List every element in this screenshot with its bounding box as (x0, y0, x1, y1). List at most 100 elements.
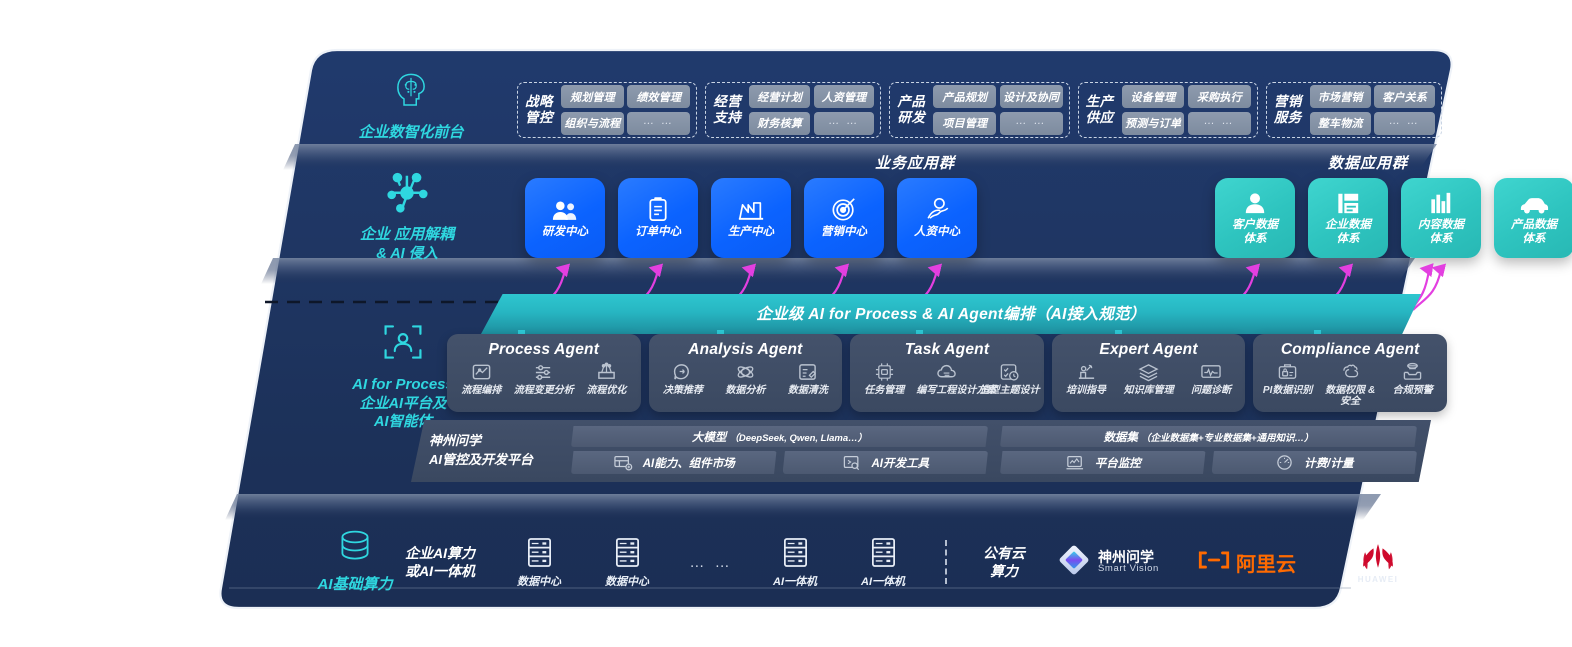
domain-tile[interactable]: 客户关系 (1374, 85, 1436, 109)
app-card-order-center[interactable]: 订单中心 (618, 178, 698, 258)
domain-tile-more[interactable]: … … (1374, 111, 1436, 135)
domain-group-manufacturing[interactable]: 生产 供应 设备管理 采购执行 预测与订单 … … (1077, 82, 1258, 138)
app-card-product-data[interactable]: 产品数据 体系 (1494, 178, 1572, 258)
agent-name: Process Agent (488, 341, 600, 358)
smart-vision-logo-icon (1057, 543, 1091, 582)
domain-group-operations[interactable]: 经营 支持 经营计划 人资管理 财务核算 … … (705, 82, 882, 138)
domain-group-strategy-name: 战略 管控 (525, 93, 553, 125)
agent-function[interactable]: 编写工程设计方案 (916, 361, 997, 396)
agent-function[interactable]: 数据分析 (715, 361, 776, 396)
agent-card-compliance[interactable]: Compliance Agent PI数据识别 (1253, 334, 1447, 412)
agent-card-analysis[interactable]: Analysis Agent 决策推荐 (648, 334, 843, 412)
domain-group-marketing-service-name: 营销 服务 (1273, 93, 1302, 125)
agent-card-expert[interactable]: Expert Agent 培训指导 (1051, 334, 1246, 412)
domain-tile[interactable]: 设备管理 (1121, 85, 1185, 109)
gauge-icon (1275, 454, 1294, 471)
platform-cell-ai-capability-market[interactable]: AI能力、组件市场 (571, 451, 777, 474)
banner-text: 企业级 AI for Process & AI Agent编排（AI接入规范） (756, 306, 1146, 323)
domain-tile[interactable]: 整车物流 (1309, 111, 1371, 135)
ai-orchestration-banner[interactable]: 企业级 AI for Process & AI Agent编排（AI接入规范） (481, 294, 1421, 334)
domain-tile[interactable]: 绩效管理 (627, 85, 691, 109)
domain-group-marketing-service[interactable]: 营销 服务 市场营销 客户关系 整车物流 … … (1265, 82, 1443, 138)
vendor-aliyun[interactable]: 阿里云 (1197, 548, 1335, 577)
platform-cell-ai-dev-tools[interactable]: AI开发工具 (782, 451, 988, 474)
platform-bar-large-models[interactable]: 大模型 （DeepSeek, Qwen, Llama…） (571, 426, 988, 447)
app-card-label: 研发中心 (542, 226, 588, 239)
server-rack-icon (495, 536, 583, 570)
platform-bar-datasets[interactable]: 数据集 （企业数据集+专业数据集+通用知识…） (1000, 426, 1417, 447)
app-card-customer-data[interactable]: 客户数据 体系 (1215, 178, 1295, 258)
agent-function[interactable]: 决策推荐 (653, 361, 714, 396)
domain-tile[interactable]: 经营计划 (749, 85, 811, 109)
app-card-production-center[interactable]: 生产中心 (711, 178, 791, 258)
agent-function[interactable]: 培训指导 (1056, 361, 1117, 396)
platform-cell-monitoring[interactable]: 平台监控 (1000, 451, 1206, 474)
app-card-hr-center[interactable]: 人资中心 (897, 178, 977, 258)
data-clean-icon (778, 361, 839, 383)
agent-function[interactable]: 流程变更分析 (514, 361, 575, 396)
domain-tile[interactable]: 采购执行 (1187, 85, 1251, 109)
app-card-content-data[interactable]: 内容数据 体系 (1401, 178, 1481, 258)
agent-function[interactable]: 知识库管理 (1118, 361, 1179, 396)
domain-tile-more[interactable]: … … (813, 111, 875, 135)
domain-tile-more[interactable]: … … (999, 111, 1063, 135)
domain-tile[interactable]: 市场营销 (1309, 85, 1371, 109)
domain-tile[interactable]: 财务核算 (749, 111, 811, 135)
domain-group-product-rd[interactable]: 产品 研发 产品规划 设计及协同 项目管理 … … (889, 82, 1070, 138)
domain-tile[interactable]: 预测与订单 (1121, 111, 1185, 135)
agent-card-process[interactable]: Process Agent 流程编排 (447, 334, 641, 412)
checklist-clock-icon (980, 361, 1040, 383)
ellipsis-icon: … … (689, 553, 733, 571)
agent-function[interactable]: 造型主题设计 (980, 361, 1040, 396)
building-icon (1336, 189, 1361, 215)
vendor-name-en: Smart Vision (1098, 563, 1159, 575)
domain-tile-more[interactable]: … … (1187, 111, 1251, 135)
agent-function[interactable]: 合规预警 (1382, 361, 1443, 396)
app-card-rd-center[interactable]: 研发中心 (525, 178, 605, 258)
agent-card-task[interactable]: Task Agent 任务管理 (850, 334, 1044, 412)
agent-function-label: 决策推荐 (662, 385, 703, 396)
domain-tile[interactable]: 项目管理 (933, 111, 997, 135)
domain-group-operations-name: 经营 支持 (713, 93, 742, 125)
rail-item-ai-for-process: AI for Process 企业AI平台及 AI智能体 (303, 320, 503, 431)
server-rack-icon (583, 536, 671, 570)
domain-tile[interactable]: 规划管理 (561, 85, 624, 109)
domain-tile[interactable]: 组织与流程 (561, 111, 624, 135)
platform-cell-billing[interactable]: 计费/计量 (1211, 451, 1417, 474)
infra-node-datacenter-2[interactable]: 数据中心 (583, 536, 671, 589)
infra-node-ai-appliance-2[interactable]: AI一体机 (839, 536, 927, 589)
agent-function[interactable]: 数据清洗 (778, 361, 839, 396)
infra-node-datacenter-1[interactable]: 数据中心 (495, 536, 583, 589)
bars-icon (1429, 189, 1454, 215)
vendor-huawei[interactable]: HUAWEI (1335, 540, 1421, 584)
rail-label-front-office: 企业数智化前台 (358, 124, 464, 141)
agent-function[interactable]: PI数据识别 (1257, 361, 1318, 396)
app-card-enterprise-data[interactable]: 企业数据 体系 (1308, 178, 1388, 258)
agent-function[interactable]: 流程优化 (576, 361, 637, 396)
app-card-label: 客户数据 体系 (1232, 219, 1278, 245)
user-avatar-icon (1243, 189, 1267, 215)
aliyun-logo-icon (1197, 550, 1231, 574)
agent-function[interactable]: 问题诊断 (1181, 361, 1242, 396)
agent-function[interactable]: 流程编排 (451, 361, 512, 396)
agent-function-label: 知识库管理 (1123, 385, 1174, 396)
agent-function-label: 编写工程设计方案 (916, 385, 997, 396)
platform-bar-label: 大模型 (691, 431, 727, 444)
agent-function-label: 数据分析 (725, 385, 766, 396)
infra-node-label: 数据中心 (517, 575, 561, 588)
domain-tile[interactable]: 人资管理 (813, 85, 875, 109)
task-network-icon (854, 361, 914, 383)
infra-node-ai-appliance-1[interactable]: AI一体机 (751, 536, 839, 589)
vendor-smart-vision[interactable]: 神州问学 Smart Vision (1057, 543, 1185, 582)
domain-tile[interactable]: 设计及协同 (999, 85, 1063, 109)
perspective-panel: 企业数智化前台 企业 应用解耦 & AI 侵入 (215, 48, 1572, 610)
infra-divider (945, 540, 947, 584)
front-office-domain-groups: 战略 管控 规划管理 绩效管理 组织与流程 … … 经营 支持 经营计划 人资管理 … (517, 82, 1443, 138)
domain-tile[interactable]: 产品规划 (933, 85, 997, 109)
target-icon (831, 196, 857, 222)
app-card-marketing-center[interactable]: 营销中心 (804, 178, 884, 258)
agent-function[interactable]: 任务管理 (854, 361, 914, 396)
domain-tile-more[interactable]: … … (627, 111, 691, 135)
domain-group-strategy[interactable]: 战略 管控 规划管理 绩效管理 组织与流程 … … (517, 82, 698, 138)
agent-function[interactable]: 数据权限 & 安全 (1320, 361, 1381, 407)
